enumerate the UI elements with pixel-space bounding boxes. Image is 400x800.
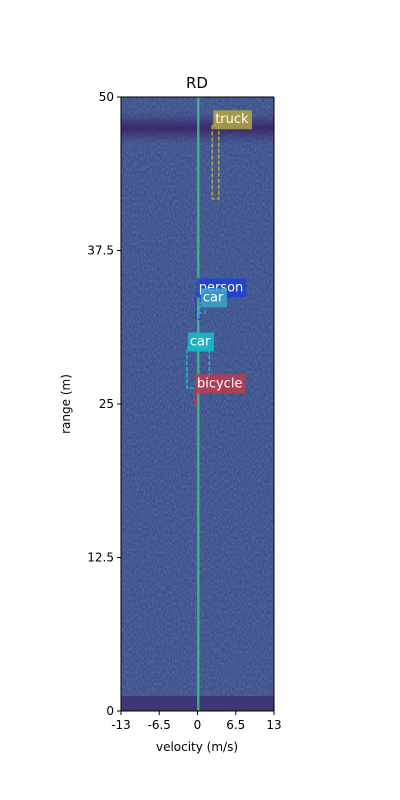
y-tick-label: 0 bbox=[106, 704, 114, 718]
y-tick-label: 25 bbox=[99, 397, 114, 411]
detection-label-bg-bicycle bbox=[194, 374, 246, 394]
x-axis-label: velocity (m/s) bbox=[156, 740, 238, 754]
detection-label-car: car bbox=[190, 335, 211, 350]
y-tick-label: 37.5 bbox=[87, 244, 114, 258]
x-ticks: -13 -6.5 0 6.5 13 bbox=[111, 711, 282, 732]
x-tick-label: -6.5 bbox=[148, 718, 171, 732]
axes: -13 -6.5 0 6.5 13 0 12.5 25 37.5 50 bbox=[87, 90, 281, 732]
x-tick-label: 13 bbox=[266, 718, 281, 732]
x-tick-label: 0 bbox=[194, 718, 202, 732]
y-tick-label: 12.5 bbox=[87, 551, 114, 565]
x-tick-label: 6.5 bbox=[226, 718, 245, 732]
detection-label-bicycle: bicycle bbox=[197, 376, 242, 391]
y-tick-label: 50 bbox=[99, 90, 114, 104]
detection-label-bg-truck bbox=[213, 110, 253, 130]
detection-label-bg-car bbox=[187, 332, 215, 352]
y-axis-label: range (m) bbox=[59, 374, 73, 434]
zero-doppler-line bbox=[197, 97, 200, 711]
chart-title: RD bbox=[186, 74, 208, 92]
x-tick-label: -13 bbox=[111, 718, 131, 732]
detection-label-bg-car bbox=[200, 288, 227, 308]
detection-label-truck: truck bbox=[215, 112, 249, 127]
y-ticks: 0 12.5 25 37.5 50 bbox=[87, 90, 121, 718]
detection-label-car: car bbox=[203, 290, 224, 305]
